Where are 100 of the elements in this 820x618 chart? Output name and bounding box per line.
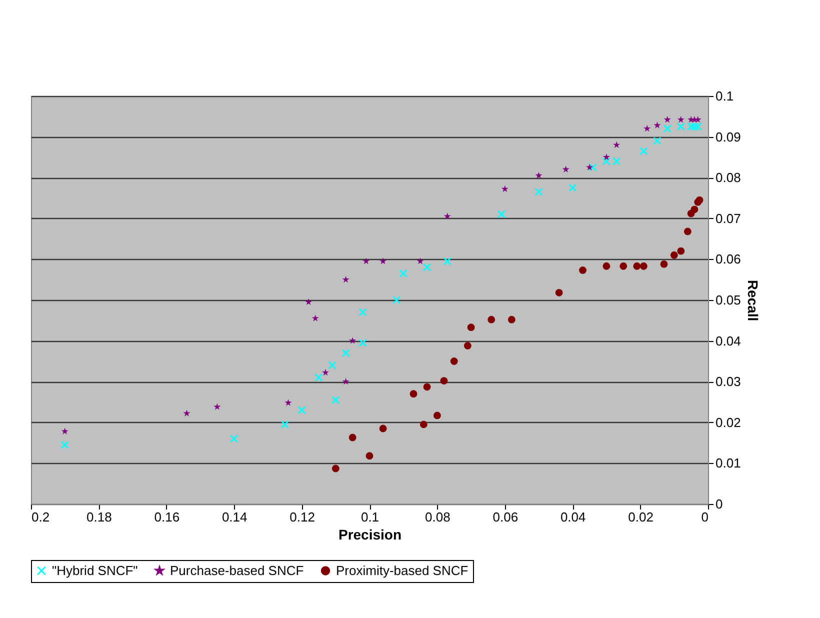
point [654,122,661,128]
x-tick-label: 0.04 [560,510,586,524]
y-axis-title: Recall [744,280,761,322]
point [305,298,312,306]
point [684,228,692,236]
point [420,420,428,428]
point [694,122,702,131]
point [230,434,238,443]
point [284,399,292,406]
point [664,116,671,123]
point [380,258,387,264]
x-tick-label: 0.18 [86,510,112,524]
point [366,452,374,460]
x-axis-title: Precision [338,526,402,542]
point [444,212,451,220]
point [61,428,68,434]
point [497,210,506,218]
point [640,262,648,270]
y-tick-label: 0.05 [716,292,741,308]
y-tick-label: 0.1 [716,88,734,104]
point [332,396,340,404]
point [349,337,356,344]
point [620,262,628,270]
point [416,258,424,264]
x-tick-label: 0.1 [360,510,380,524]
point [613,141,620,148]
point [660,260,668,268]
point [298,406,306,414]
point [322,368,330,376]
point [467,324,475,332]
point [183,410,190,416]
point [677,247,685,255]
point [602,153,610,160]
y-tick-label: 0.03 [716,374,741,390]
point [644,124,651,132]
x-tick-label: 0.08 [425,510,450,524]
point [676,122,686,131]
point [314,373,323,382]
point [392,296,401,304]
point [579,266,586,274]
point [663,124,672,133]
point [328,361,336,370]
point [534,188,543,196]
point [348,434,356,442]
point [670,251,678,259]
point [690,206,698,214]
point [602,157,611,166]
point [280,420,289,429]
point [588,163,598,172]
point [508,316,516,324]
y-tick-label: 0 [716,496,723,512]
point [332,464,340,472]
y-tick-label: 0.09 [716,129,741,144]
point [562,166,570,172]
point [379,424,387,432]
y-tick-label: 0.06 [716,252,741,267]
y-tick-label: 0.04 [716,333,741,348]
point [633,262,641,270]
point [555,288,563,296]
point [586,164,594,170]
point [358,338,367,347]
point [214,403,221,410]
x-tick-label: 0.16 [154,510,180,524]
point [433,412,441,420]
point [443,257,452,266]
point [653,136,662,145]
x-tick-label: 0.02 [628,510,654,524]
point [312,314,319,322]
x-tick-label: 0.06 [492,510,518,524]
legend-label: Proximity-based SNCF [336,562,468,578]
point [501,185,508,192]
point [410,390,418,398]
y-tick-label: 0.08 [716,170,741,186]
point [342,348,350,358]
point [450,358,458,365]
legend-label: Purchase-based SNCF [170,562,304,578]
point [342,276,350,283]
point [422,263,432,272]
legend-label: "Hybrid SNCF" [52,562,138,578]
y-tick-label: 0.07 [716,210,741,226]
x-tick-label: 0.12 [290,510,315,524]
point [362,258,370,264]
point [602,262,610,270]
y-tick-label: 0.02 [716,414,741,430]
point [535,172,542,179]
point [640,146,648,156]
point [568,184,577,192]
point [399,269,408,278]
point [677,116,684,123]
point [423,383,431,391]
x-tick-label: 0.2 [32,510,50,524]
point [342,378,350,385]
x-tick-label: 0.14 [222,510,248,524]
point [464,342,472,350]
point [690,122,699,131]
point [358,308,367,316]
point [686,122,696,131]
point [612,157,621,166]
x-tick-label: 0 [701,510,708,524]
point [440,377,448,384]
